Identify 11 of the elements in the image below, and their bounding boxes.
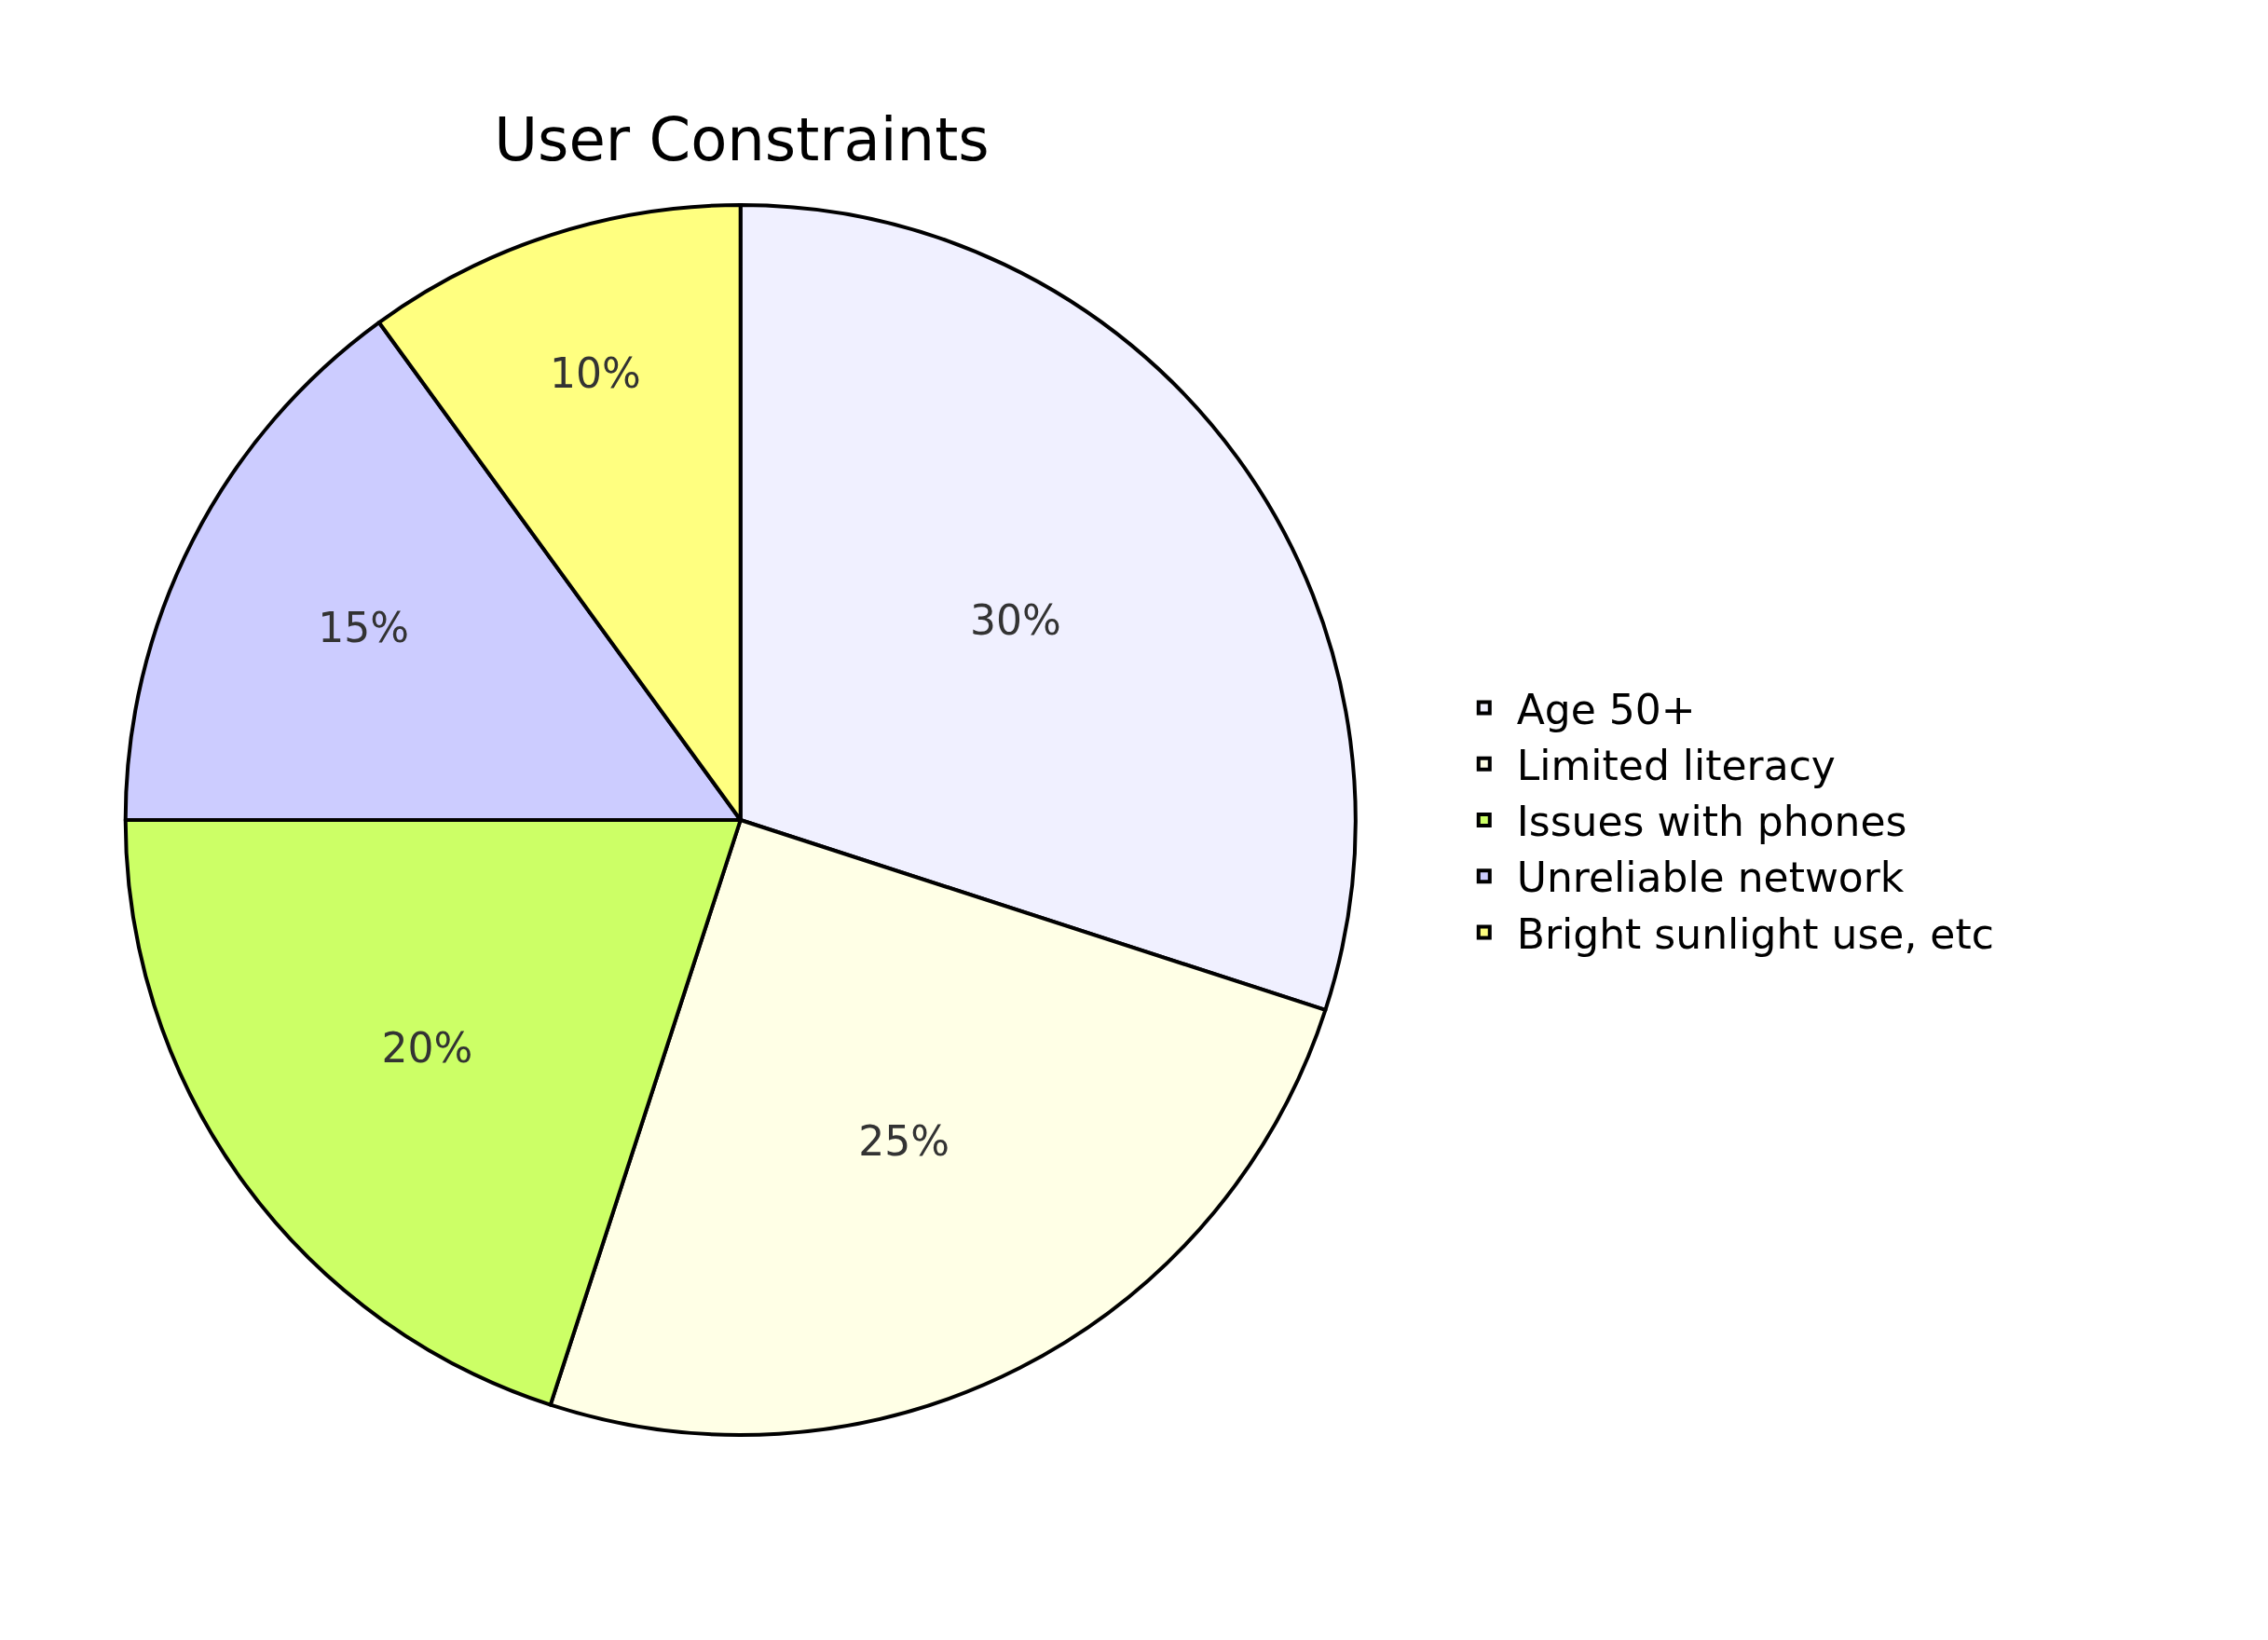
data-label: 15% xyxy=(318,604,410,652)
legend-label: Bright sunlight use, etc xyxy=(1516,909,1994,958)
data-label: 25% xyxy=(858,1116,950,1165)
data-label: 30% xyxy=(969,596,1061,645)
legend-label: Issues with phones xyxy=(1516,798,1907,846)
chart-title: User Constraints xyxy=(494,105,990,174)
legend-label: Age 50+ xyxy=(1516,685,1696,733)
legend-label: Unreliable network xyxy=(1516,854,1905,902)
legend-label: Limited literacy xyxy=(1516,741,1836,789)
data-label: 10% xyxy=(550,348,641,397)
data-label: 20% xyxy=(381,1023,473,1072)
